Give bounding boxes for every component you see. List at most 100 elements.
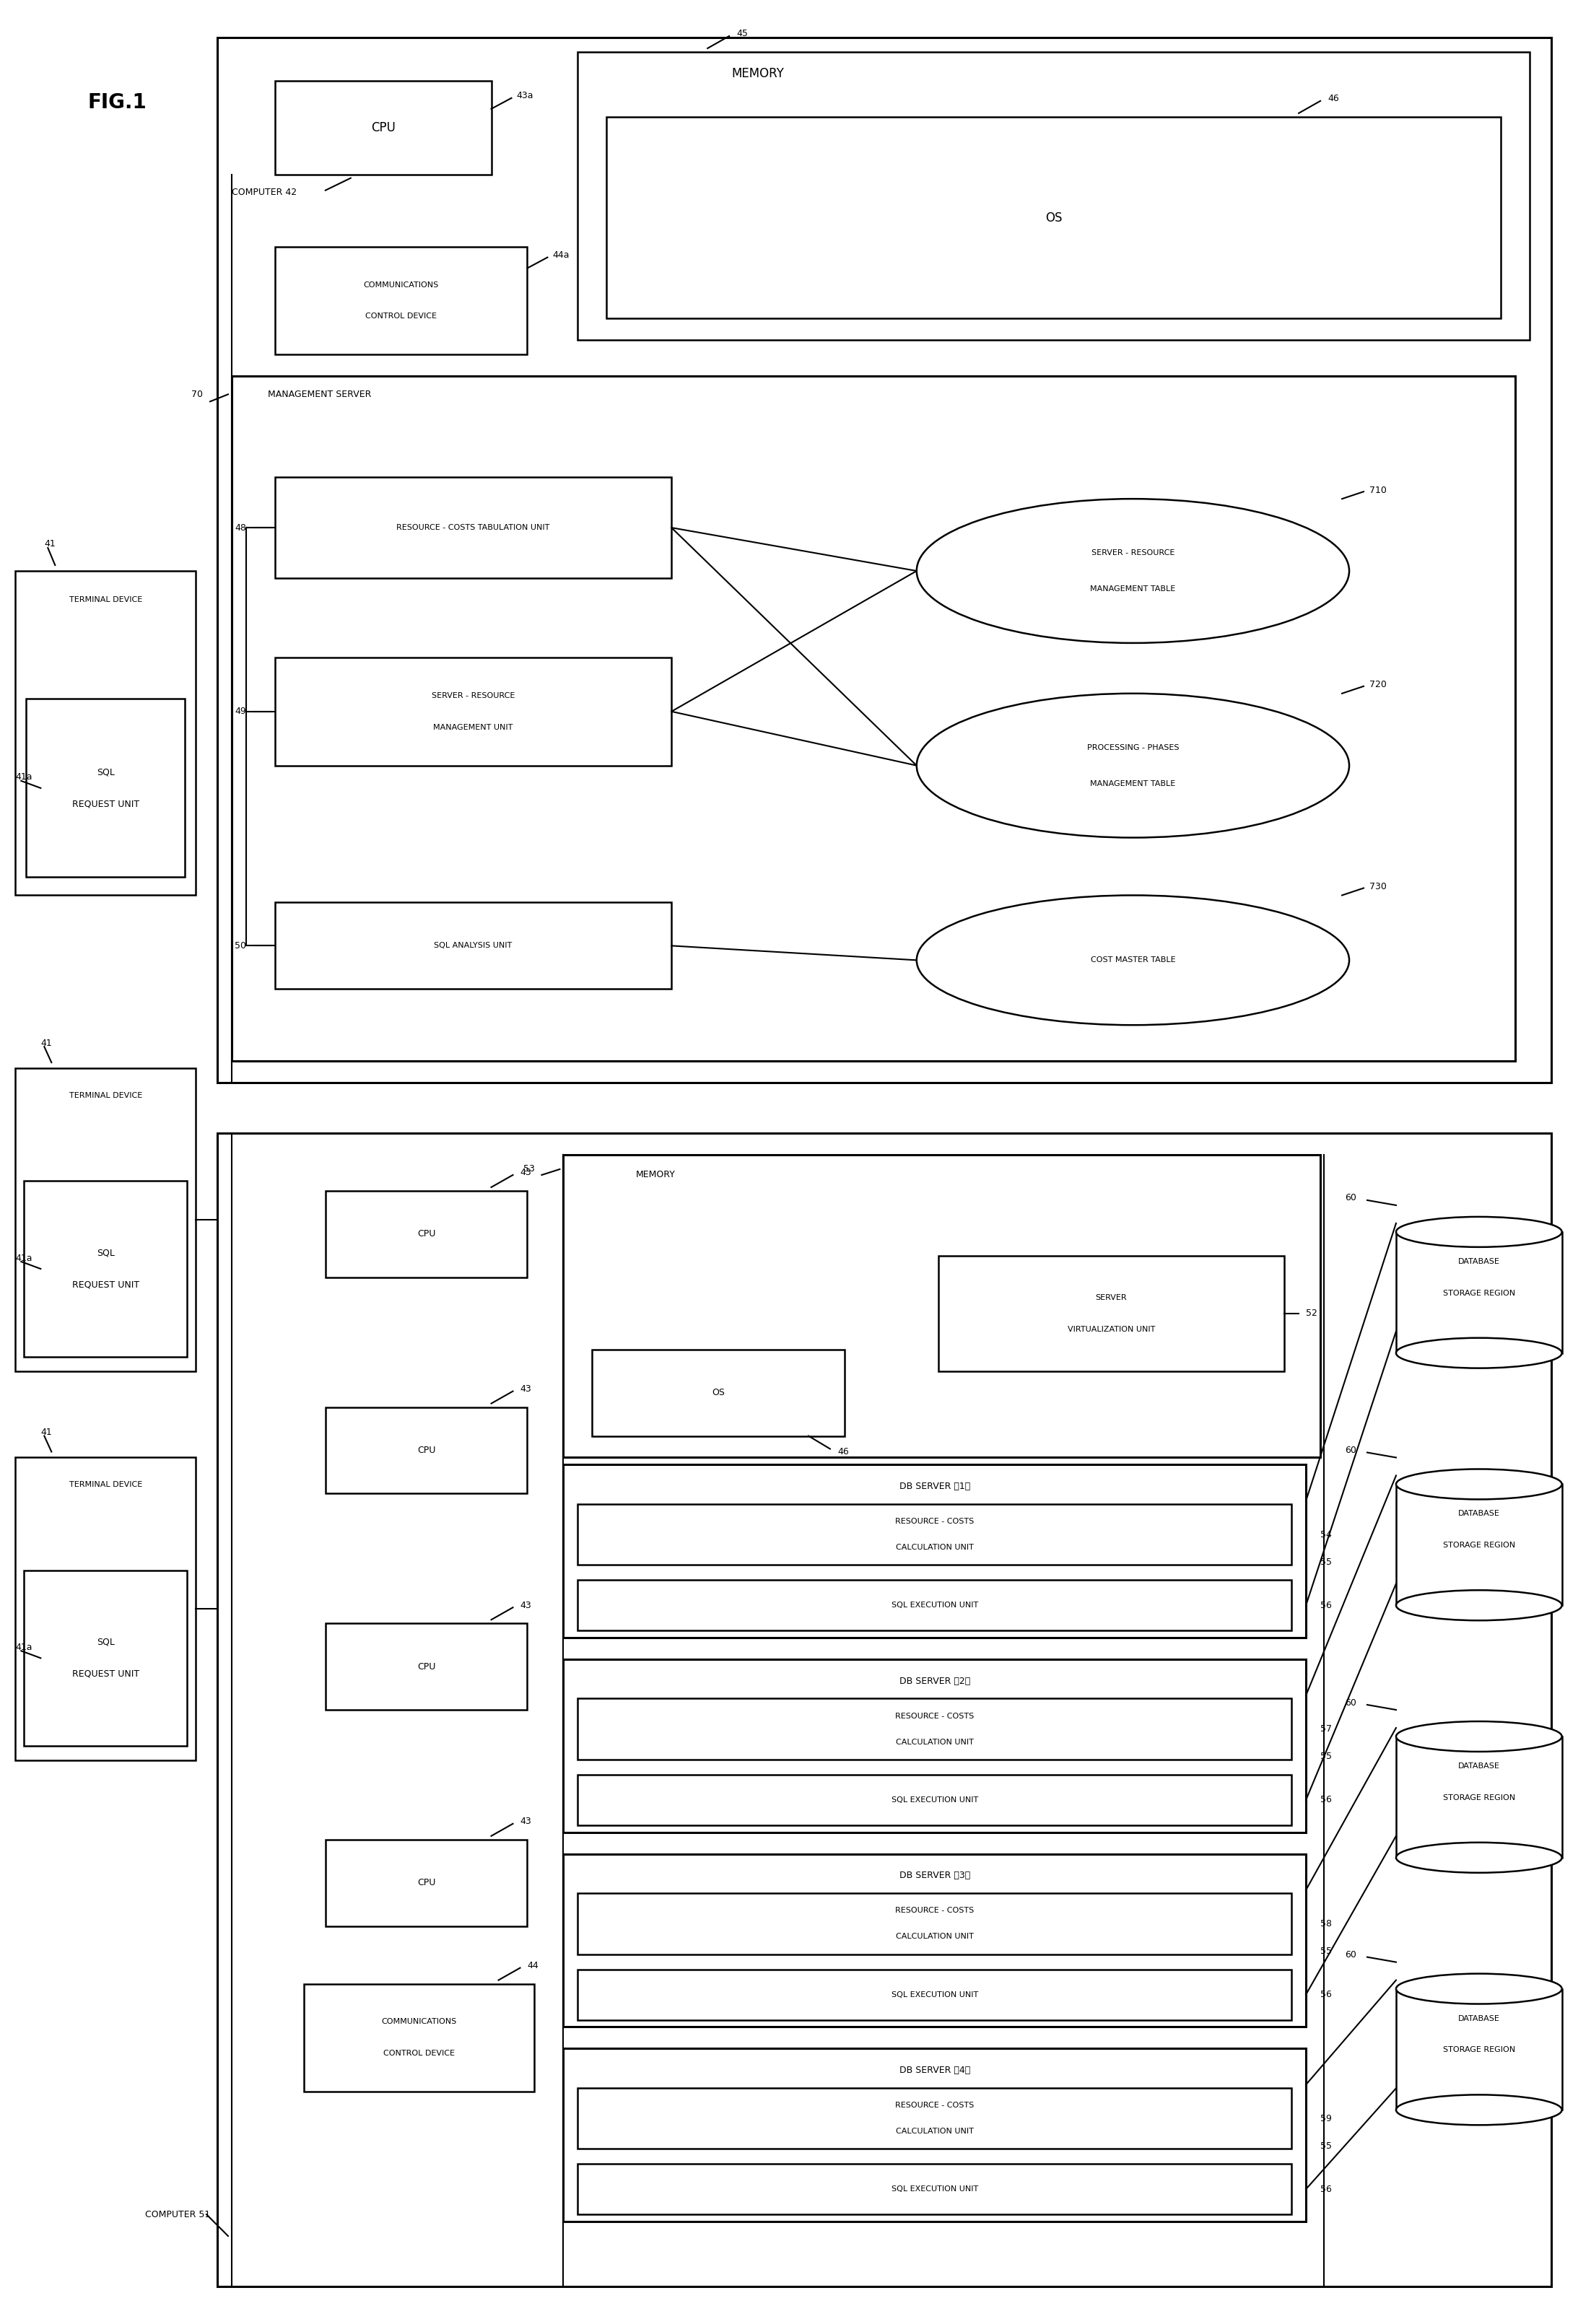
Text: SQL EXECUTION UNIT: SQL EXECUTION UNIT: [891, 1601, 978, 1608]
Ellipse shape: [916, 895, 1349, 1025]
Text: DB SERVER 「4」: DB SERVER 「4」: [899, 2066, 971, 2075]
Text: SERVER - RESOURCE: SERVER - RESOURCE: [431, 693, 515, 700]
Bar: [606, 116, 1500, 318]
Text: 52: 52: [1306, 1308, 1317, 1318]
Bar: [578, 1699, 1292, 1759]
Text: FIG.1: FIG.1: [88, 93, 146, 112]
Text: CONTROL DEVICE: CONTROL DEVICE: [366, 314, 438, 321]
Text: PROCESSING - PHASES: PROCESSING - PHASES: [1087, 744, 1179, 751]
Bar: [563, 1855, 1306, 2027]
Text: 59: 59: [1321, 2113, 1332, 2124]
Text: 48: 48: [234, 523, 247, 532]
Bar: [16, 1457, 196, 1759]
Bar: [16, 572, 196, 895]
Text: 43: 43: [520, 1817, 531, 1827]
Bar: [578, 1776, 1292, 1824]
Bar: [275, 902, 671, 990]
Ellipse shape: [1395, 2094, 1562, 2124]
Bar: [275, 81, 492, 174]
Text: MANAGEMENT TABLE: MANAGEMENT TABLE: [1090, 586, 1176, 593]
Ellipse shape: [1395, 1469, 1562, 1499]
Ellipse shape: [1395, 1973, 1562, 2003]
Text: 70: 70: [191, 390, 204, 400]
Bar: [578, 1504, 1292, 1564]
Ellipse shape: [1395, 1843, 1562, 1873]
Text: 43: 43: [520, 1601, 531, 1611]
Text: STORAGE REGION: STORAGE REGION: [1443, 1794, 1515, 1801]
Bar: [25, 700, 185, 876]
Bar: [1395, 1485, 1562, 1606]
Text: SQL EXECUTION UNIT: SQL EXECUTION UNIT: [891, 2185, 978, 2194]
Text: CPU: CPU: [371, 121, 395, 135]
Bar: [275, 658, 671, 765]
Text: DB SERVER 「3」: DB SERVER 「3」: [899, 1871, 971, 1880]
Text: REQUEST UNIT: REQUEST UNIT: [72, 1669, 138, 1678]
Text: STORAGE REGION: STORAGE REGION: [1443, 2047, 1515, 2054]
Bar: [326, 1190, 527, 1278]
Bar: [16, 1069, 196, 1371]
Text: CPU: CPU: [417, 1229, 436, 1239]
Text: 60: 60: [1344, 1950, 1357, 1959]
Bar: [578, 1894, 1292, 1954]
Text: 56: 56: [1321, 1601, 1332, 1611]
Text: 44: 44: [527, 1961, 539, 1971]
Bar: [232, 376, 1515, 1062]
Text: 55: 55: [1321, 1557, 1332, 1566]
Text: TERMINAL DEVICE: TERMINAL DEVICE: [68, 1480, 142, 1490]
Text: 53: 53: [523, 1164, 535, 1174]
Text: 43a: 43a: [517, 91, 533, 100]
Text: MEMORY: MEMORY: [732, 67, 784, 79]
Text: TERMINAL DEVICE: TERMINAL DEVICE: [68, 1092, 142, 1099]
Text: OS: OS: [711, 1387, 725, 1397]
Text: 720: 720: [1370, 681, 1387, 690]
Text: 56: 56: [1321, 2185, 1332, 2194]
Text: CPU: CPU: [417, 1662, 436, 1671]
Text: 50: 50: [234, 941, 247, 951]
Text: COMMUNICATIONS: COMMUNICATIONS: [382, 2017, 457, 2027]
Text: COST MASTER TABLE: COST MASTER TABLE: [1090, 957, 1176, 964]
Text: 58: 58: [1321, 1920, 1332, 1929]
Text: TERMINAL DEVICE: TERMINAL DEVICE: [68, 597, 142, 604]
Text: 43: 43: [520, 1169, 531, 1178]
Text: SQL ANALYSIS UNIT: SQL ANALYSIS UNIT: [434, 941, 512, 951]
Text: SQL EXECUTION UNIT: SQL EXECUTION UNIT: [891, 1992, 978, 1999]
Text: CPU: CPU: [417, 1446, 436, 1455]
Bar: [563, 1659, 1306, 1831]
Text: COMMUNICATIONS: COMMUNICATIONS: [363, 281, 439, 288]
Bar: [275, 476, 671, 579]
Text: VIRTUALIZATION UNIT: VIRTUALIZATION UNIT: [1068, 1325, 1155, 1334]
Text: SQL: SQL: [97, 767, 115, 776]
Bar: [1395, 1232, 1562, 1353]
Text: OS: OS: [1045, 211, 1063, 223]
Text: COMPUTER 42: COMPUTER 42: [232, 188, 298, 198]
Text: CALCULATION UNIT: CALCULATION UNIT: [896, 1543, 974, 1550]
Text: 55: 55: [1321, 1948, 1332, 1957]
Text: 41: 41: [41, 1039, 53, 1048]
Bar: [1395, 1989, 1562, 2110]
Text: DATABASE: DATABASE: [1457, 1257, 1500, 1264]
Text: MANAGEMENT UNIT: MANAGEMENT UNIT: [433, 723, 512, 732]
Bar: [218, 1134, 1551, 2287]
Text: DATABASE: DATABASE: [1457, 1762, 1500, 1769]
Text: 60: 60: [1344, 1192, 1357, 1204]
Text: RESOURCE - COSTS: RESOURCE - COSTS: [896, 2101, 974, 2108]
Bar: [578, 1580, 1292, 1631]
Text: CALCULATION UNIT: CALCULATION UNIT: [896, 1738, 974, 1745]
Bar: [563, 1155, 1321, 1457]
Text: 43: 43: [520, 1385, 531, 1394]
Text: 41: 41: [41, 1427, 53, 1436]
Text: CPU: CPU: [417, 1878, 436, 1887]
Ellipse shape: [916, 693, 1349, 837]
Text: 57: 57: [1321, 1724, 1332, 1734]
Text: 46: 46: [837, 1448, 848, 1457]
Text: COMPUTER 51: COMPUTER 51: [145, 2210, 210, 2219]
Text: 41: 41: [45, 539, 56, 548]
Text: 56: 56: [1321, 1989, 1332, 1999]
Text: SQL: SQL: [97, 1248, 115, 1257]
Bar: [326, 1841, 527, 1927]
Text: MANAGEMENT SERVER: MANAGEMENT SERVER: [267, 390, 371, 400]
Text: 60: 60: [1344, 1699, 1357, 1708]
Ellipse shape: [916, 500, 1349, 644]
Bar: [578, 1968, 1292, 2020]
Text: 45: 45: [737, 30, 748, 40]
